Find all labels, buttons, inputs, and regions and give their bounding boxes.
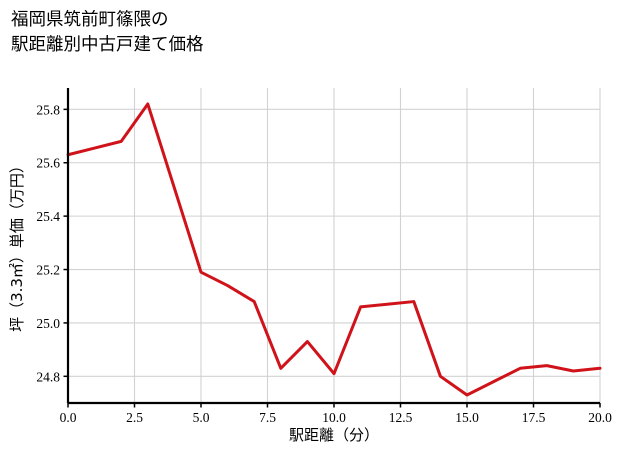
y-tick-label: 25.2 bbox=[36, 263, 60, 278]
x-tick-label: 10.0 bbox=[322, 410, 346, 425]
x-tick-label: 0.0 bbox=[60, 410, 77, 425]
y-tick-label: 25.8 bbox=[36, 102, 60, 117]
x-tick-label: 2.5 bbox=[126, 410, 143, 425]
y-axis-title: 坪（3.3㎡）単価（万円） bbox=[8, 158, 26, 332]
y-axis-ticks: 24.8 25.0 25.2 25.4 25.6 25.8 bbox=[36, 102, 68, 384]
x-tick-label: 5.0 bbox=[193, 410, 210, 425]
x-tick-label: 17.5 bbox=[522, 410, 546, 425]
x-tick-label: 12.5 bbox=[389, 410, 413, 425]
y-tick-label: 24.8 bbox=[36, 369, 60, 384]
y-tick-label: 25.6 bbox=[36, 156, 60, 171]
x-axis-ticks: 0.0 2.5 5.0 7.5 10.0 12.5 15.0 17.5 20.0 bbox=[60, 403, 612, 425]
y-tick-label: 25.0 bbox=[36, 316, 60, 331]
data-line-series-1 bbox=[66, 102, 602, 397]
y-tick-label: 25.4 bbox=[36, 209, 60, 224]
x-tick-label: 15.0 bbox=[455, 410, 479, 425]
x-axis-title: 駅距離（分） bbox=[289, 426, 379, 444]
x-tick-label: 7.5 bbox=[259, 410, 276, 425]
x-tick-label: 20.0 bbox=[588, 410, 612, 425]
chart-title: 福岡県筑前町篠隈の 駅距離別中古戸建て価格 bbox=[11, 10, 204, 55]
